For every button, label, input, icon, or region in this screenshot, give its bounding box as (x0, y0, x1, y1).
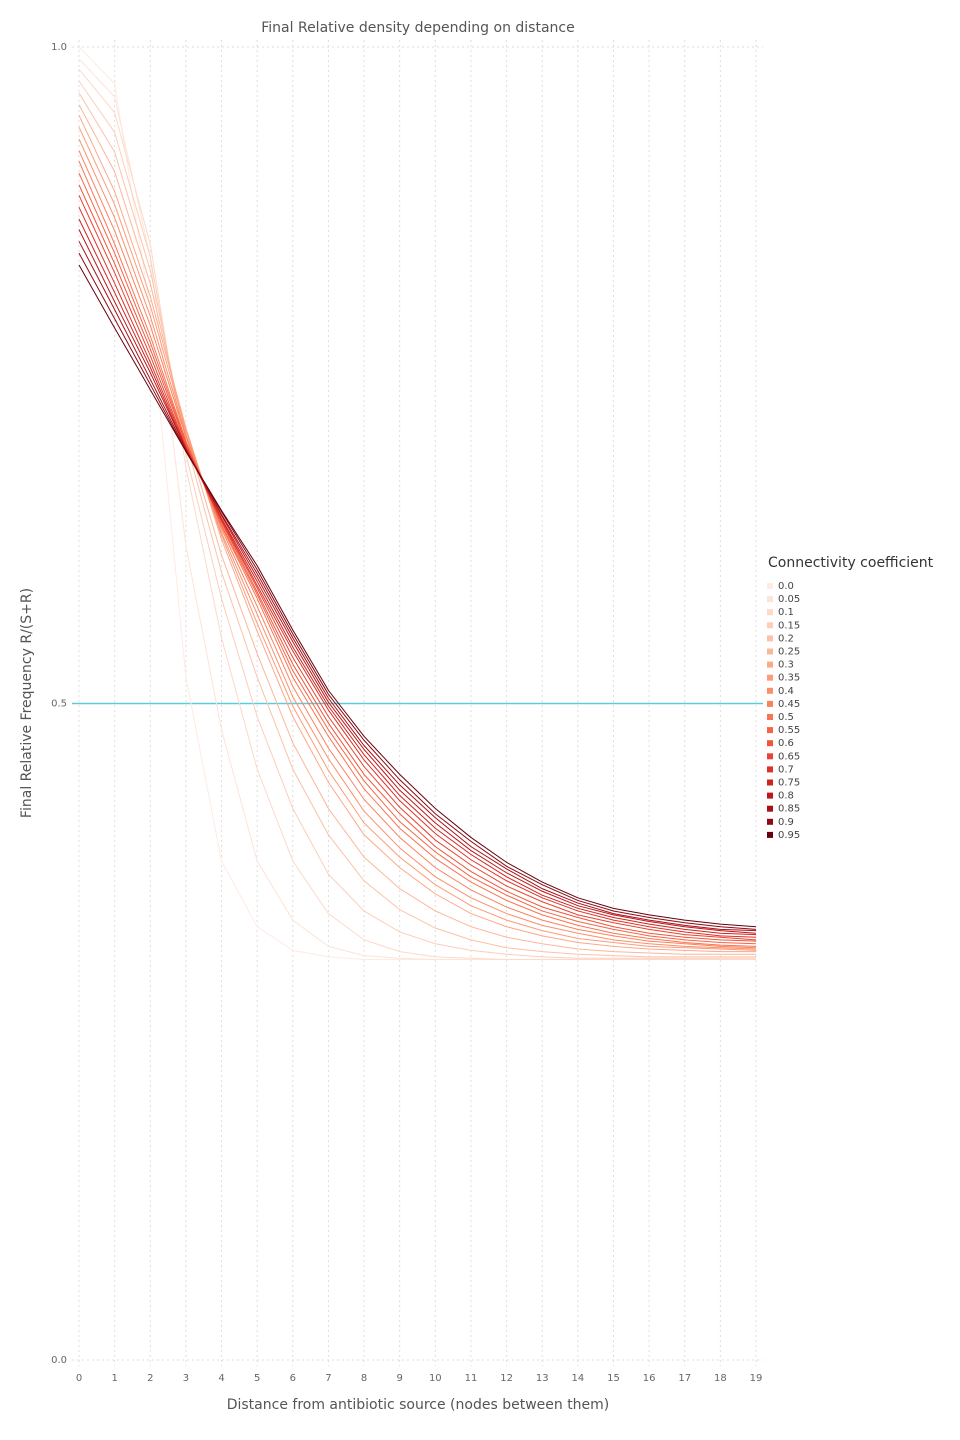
legend-swatch (767, 714, 773, 720)
legend-swatch (767, 596, 773, 603)
legend-swatch (767, 687, 773, 694)
y-tick-label: 0.5 (51, 699, 67, 710)
series-line (78, 252, 757, 930)
legend-label: 0.75 (778, 778, 800, 789)
x-tick-label: 13 (536, 1373, 549, 1384)
series-line (78, 229, 757, 934)
x-tick-label: 3 (183, 1373, 189, 1384)
x-axis-label: Distance from antibiotic source (nodes b… (227, 1397, 610, 1413)
series-line (78, 172, 757, 945)
x-tick-label: 5 (254, 1373, 260, 1384)
legend-label: 0.0 (778, 581, 794, 592)
legend-label: 0.35 (778, 673, 800, 684)
legend-swatch (767, 648, 773, 655)
legend-swatch (767, 583, 773, 589)
x-tick-label: 19 (750, 1373, 763, 1384)
series-line (78, 115, 756, 953)
x-tick-label: 6 (290, 1373, 296, 1384)
legend-swatch (767, 661, 773, 668)
legend-label: 0.5 (778, 712, 794, 723)
legend-title: Connectivity coefficient (768, 555, 934, 571)
legend-label: 0.9 (778, 817, 794, 828)
legend-label: 0.15 (778, 620, 800, 631)
x-tick-label: 12 (500, 1373, 513, 1384)
legend-label: 0.4 (778, 686, 794, 697)
series-line (78, 264, 757, 928)
x-tick-label: 0 (76, 1373, 82, 1384)
x-tick-label: 8 (361, 1373, 367, 1384)
x-tick-label: 2 (147, 1373, 153, 1384)
x-tick-label: 11 (465, 1373, 478, 1384)
series-line (78, 58, 756, 961)
series-line (78, 126, 757, 951)
y-tick-label: 0.0 (51, 1355, 67, 1366)
x-tick-label: 4 (218, 1373, 224, 1384)
legend-label: 0.2 (778, 633, 794, 644)
legend-swatch (767, 766, 773, 773)
legend-label: 0.6 (778, 738, 794, 749)
legend-label: 0.65 (778, 751, 800, 762)
series-line (78, 195, 757, 941)
legend-swatch (767, 700, 773, 707)
series-line (78, 206, 757, 938)
series-line (78, 184, 757, 942)
y-axis-label: Final Relative Frequency R/(S+R) (19, 588, 35, 818)
legend-label: 0.55 (778, 725, 800, 736)
x-tick-label: 10 (429, 1373, 442, 1384)
y-tick-label: 1.0 (51, 42, 67, 53)
x-tick-label: 1 (111, 1373, 117, 1384)
legend-label: 0.45 (778, 699, 800, 710)
legend-swatch (767, 779, 773, 786)
legend-swatch (767, 740, 773, 747)
x-tick-label: 14 (571, 1373, 584, 1384)
legend-label: 0.1 (778, 607, 794, 618)
legend-swatch (767, 674, 773, 681)
legend-label: 0.7 (778, 764, 794, 775)
legend-swatch (767, 753, 773, 760)
legend-label: 0.95 (778, 830, 800, 841)
legend-swatch (767, 818, 773, 825)
x-tick-label: 7 (325, 1373, 331, 1384)
series-line (78, 161, 757, 947)
legend-swatch (767, 792, 773, 799)
legend-label: 0.05 (778, 594, 800, 605)
x-tick-label: 17 (678, 1373, 691, 1384)
legend-label: 0.3 (778, 660, 794, 671)
series-line (78, 69, 756, 961)
chart-title: Final Relative density depending on dist… (261, 20, 574, 36)
legend-swatch (767, 831, 773, 838)
series-line (78, 218, 757, 936)
x-tick-label: 16 (643, 1373, 656, 1384)
series-line (78, 92, 756, 958)
x-tick-label: 15 (607, 1373, 620, 1384)
legend-label: 0.8 (778, 791, 794, 802)
legend-label: 0.85 (778, 804, 800, 815)
legend-swatch (767, 805, 773, 812)
series-line (78, 104, 756, 955)
legend-swatch (767, 635, 773, 642)
x-tick-label: 9 (396, 1373, 402, 1384)
legend-swatch (767, 609, 773, 616)
legend-label: 0.25 (778, 647, 800, 658)
legend-swatch (767, 727, 773, 734)
series-line (78, 241, 757, 932)
series-line (78, 150, 757, 949)
x-tick-label: 18 (714, 1373, 727, 1384)
series-line (78, 80, 756, 959)
legend-swatch (767, 622, 773, 629)
series-line (78, 138, 757, 950)
